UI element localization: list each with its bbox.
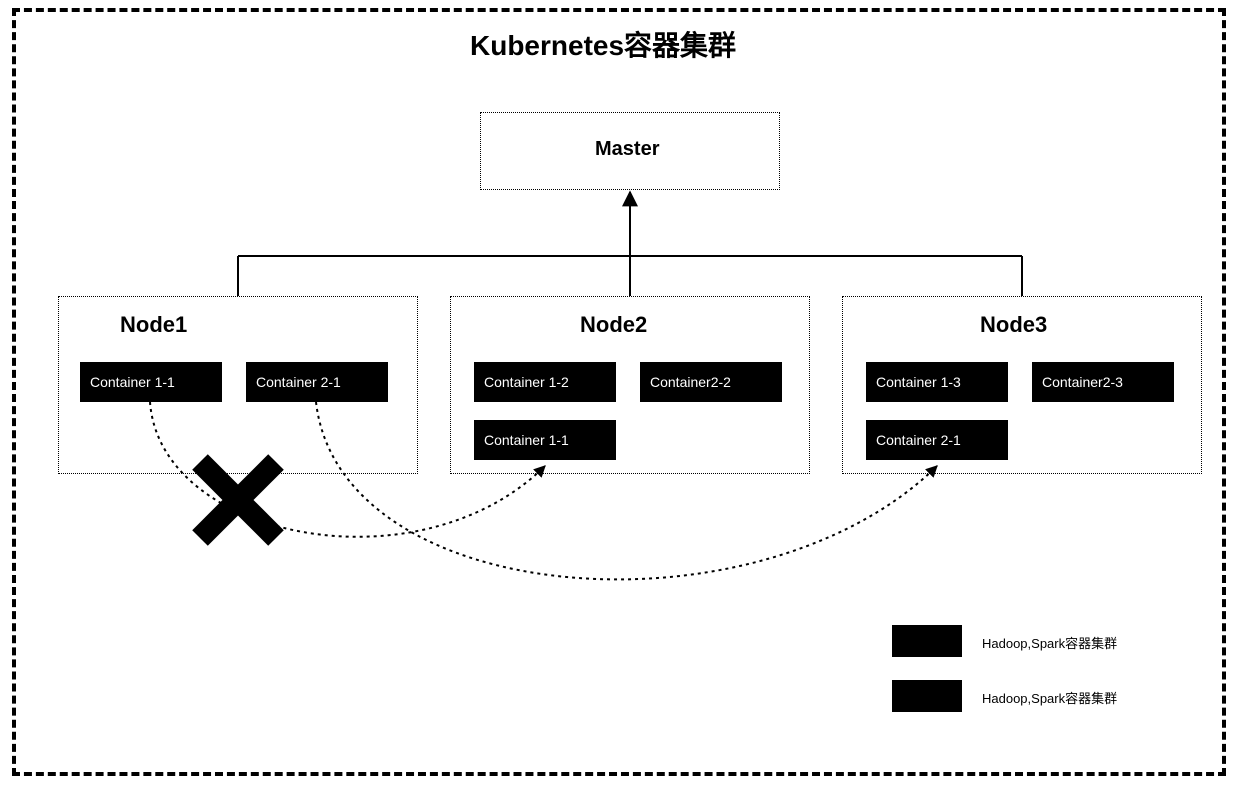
container-2-2: Container2-2 xyxy=(640,362,782,402)
node3-label: Node3 xyxy=(980,312,1047,338)
container-1-1: Container 1-1 xyxy=(80,362,222,402)
node2-label: Node2 xyxy=(580,312,647,338)
master-label: Master xyxy=(595,138,659,161)
node1-label: Node1 xyxy=(120,312,187,338)
diagram-title: Kubernetes容器集群 xyxy=(470,24,736,64)
legend-swatch-1 xyxy=(892,625,962,657)
legend-text-2: Hadoop,Spark容器集群 xyxy=(982,688,1117,707)
container-1-2: Container 1-2 xyxy=(474,362,616,402)
container-1-3: Container 1-3 xyxy=(866,362,1008,402)
container-2-1: Container 2-1 xyxy=(246,362,388,402)
container-1-1-migrated: Container 1-1 xyxy=(474,420,616,460)
legend-text-1: Hadoop,Spark容器集群 xyxy=(982,633,1117,652)
container-2-3: Container2-3 xyxy=(1032,362,1174,402)
container-2-1-migrated: Container 2-1 xyxy=(866,420,1008,460)
legend-swatch-2 xyxy=(892,680,962,712)
